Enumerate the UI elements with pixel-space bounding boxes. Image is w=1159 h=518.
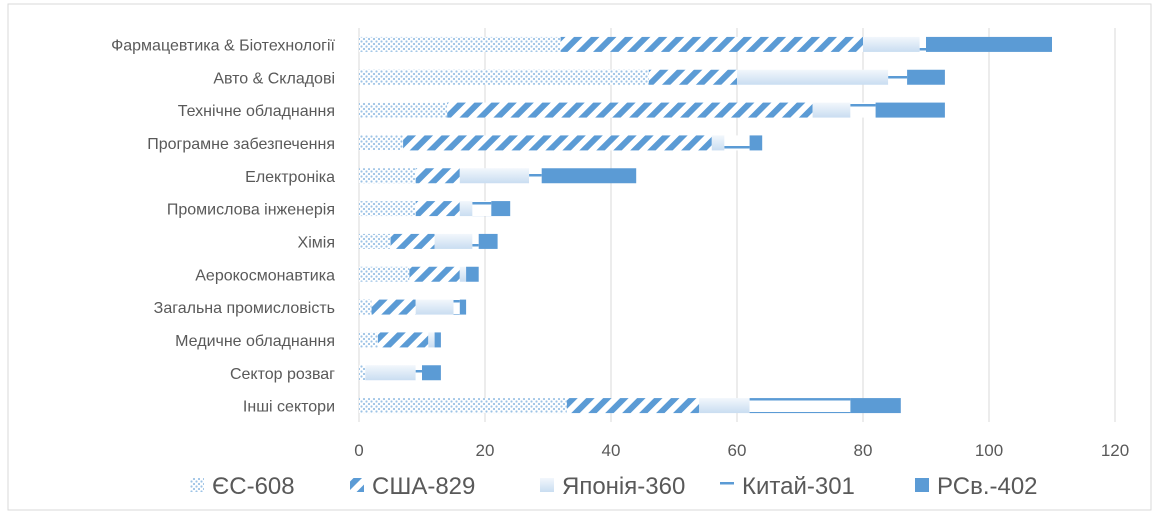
bar-segment	[459, 299, 467, 315]
bar-segment	[359, 69, 649, 85]
bar-segment	[541, 168, 637, 184]
x-tick-label: 40	[602, 441, 621, 460]
bar-segment	[434, 332, 441, 348]
y-tick-label: Медичне обладнання	[175, 333, 335, 350]
bar-segment	[459, 266, 467, 282]
bar-segment	[907, 69, 945, 85]
bar-segment	[415, 299, 454, 315]
bar-segment	[359, 233, 391, 249]
bar-segment	[390, 233, 435, 249]
bar-segment	[529, 168, 542, 184]
bar-segment	[447, 102, 813, 118]
legend-label: США-829	[372, 473, 475, 500]
bar-segment	[466, 266, 479, 282]
legend-label: Японія-360	[562, 473, 685, 500]
bar-segment	[699, 398, 750, 414]
bar-segment	[724, 135, 750, 151]
legend-label: ЄС-608	[212, 473, 295, 500]
bar-segment	[377, 332, 429, 348]
y-tick-label: Промислова інженерія	[167, 202, 335, 219]
bar-segment	[737, 69, 889, 85]
bar-segment	[472, 233, 479, 249]
legend-swatch	[190, 478, 204, 492]
bar-segment	[875, 102, 945, 118]
y-tick-label: Інші сектори	[243, 399, 335, 416]
bar-segment	[359, 266, 410, 282]
bar-segment	[403, 135, 712, 151]
bar-segment	[459, 168, 530, 184]
bar-segment	[453, 299, 460, 315]
bar-segment	[359, 332, 378, 348]
bar-segment	[711, 135, 725, 151]
bar-segment	[415, 201, 460, 217]
bar-segment	[365, 365, 416, 381]
x-tick-label: 80	[854, 441, 873, 460]
bar-segment	[919, 36, 926, 52]
bar-segment	[422, 365, 441, 381]
bar-segment	[434, 233, 473, 249]
legend-swatch	[915, 478, 929, 492]
bar-segment	[472, 201, 492, 217]
x-tick-label: 20	[476, 441, 495, 460]
bar-segment	[359, 201, 416, 217]
legend-label: Китай-301	[742, 473, 855, 500]
bar-segment	[566, 398, 700, 414]
x-tick-label: 100	[975, 441, 1003, 460]
bar-segment	[491, 201, 511, 217]
legend-swatch	[350, 478, 364, 492]
bar-segment	[478, 233, 498, 249]
bar-segment	[371, 299, 416, 315]
x-tick-label: 60	[728, 441, 747, 460]
bar-segment	[926, 36, 1052, 52]
bar-segment	[560, 36, 863, 52]
bar-segment	[888, 69, 908, 85]
x-tick-label: 120	[1101, 441, 1129, 460]
y-tick-label: Фармацевтика & Біотехнології	[111, 37, 335, 54]
bar-segment	[359, 299, 372, 315]
bar-segment	[648, 69, 737, 85]
chart-border	[7, 3, 1152, 511]
bar-segment	[850, 102, 876, 118]
y-tick-label: Технічне обладнання	[178, 103, 335, 120]
bar-segment	[359, 365, 366, 381]
legend-label: РСв.-402	[937, 473, 1038, 500]
bar-segment	[459, 201, 473, 217]
bar-segment	[415, 168, 460, 184]
y-tick-label: Програмне забезпечення	[147, 136, 335, 153]
bar-segment	[359, 102, 448, 118]
bar-segment	[415, 365, 422, 381]
x-tick-label: 0	[354, 441, 363, 460]
y-tick-label: Авто & Складові	[213, 70, 335, 87]
legend-swatch	[540, 478, 554, 492]
bar-segment	[409, 266, 460, 282]
bar-segment	[749, 135, 763, 151]
y-tick-label: Сектор розваг	[230, 366, 335, 383]
bar-segment	[359, 398, 567, 414]
bar-segment	[428, 332, 435, 348]
bar-segment	[863, 36, 920, 52]
y-tick-label: Аерокосмонавтика	[195, 267, 335, 284]
bar-segment	[749, 398, 851, 414]
y-tick-label: Загальна промисловість	[154, 300, 335, 317]
bar-segment	[812, 102, 851, 118]
bar-segment	[359, 168, 416, 184]
legend-swatch	[720, 478, 734, 492]
y-tick-label: Хімія	[298, 234, 335, 251]
bar-segment	[359, 36, 561, 52]
bar-segment	[359, 135, 404, 151]
bar-segment	[850, 398, 901, 414]
y-tick-label: Електроніка	[245, 169, 335, 186]
